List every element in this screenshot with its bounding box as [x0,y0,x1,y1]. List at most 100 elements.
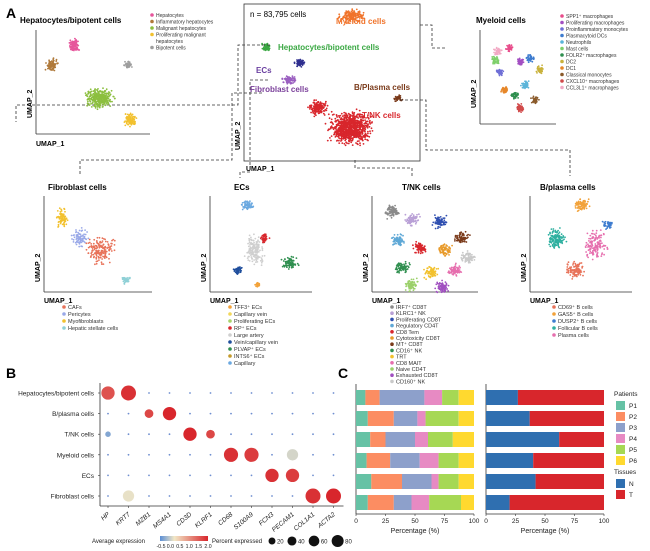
umap-point [101,241,103,244]
umap-point [74,241,77,244]
umap-point [362,119,364,122]
umap-point [57,215,60,218]
umap-point [440,286,443,289]
tnk-title: T/NK cells [402,183,441,192]
umap-point [410,287,413,290]
umap-point [127,280,130,283]
umap-point [590,246,593,248]
panel-label-b: B [6,365,16,381]
umap-point [362,134,365,137]
umap-point [288,257,291,260]
umap-point [251,253,254,256]
fib-legend-dot [62,305,66,309]
umap-point [597,241,600,244]
umap-point [536,96,539,99]
umap-point [341,126,344,128]
umap-point [103,91,105,93]
umap-point [254,237,257,240]
umap-point [396,240,399,243]
umap-point [90,243,93,245]
ecs-legend-label: Capillary vein [234,312,267,318]
umap-point [353,113,355,116]
umap-point [595,251,597,253]
umap-point [349,126,352,129]
umap-point [441,288,444,290]
umap-point [360,130,363,133]
umap-point [431,275,434,278]
umap-point [257,251,260,253]
umap-point [316,106,319,108]
umap-point [390,214,392,217]
main-label-myeloid: Myeloid cells [336,17,386,26]
umap-point [334,120,337,123]
umap-point [103,238,105,240]
umap-point [498,68,501,71]
umap-point [530,97,532,100]
umap-point [345,136,348,139]
umap-point [552,231,554,233]
umap-point [585,203,587,205]
umap-point [531,60,534,63]
umap-point [580,207,583,210]
umap-point [337,124,340,126]
umap-point [253,233,255,236]
umap-point [268,237,271,240]
umap-point [108,249,111,252]
umap-point [250,238,253,241]
umap-point [251,257,253,260]
umap-point [496,56,498,58]
umap-point [403,242,405,244]
umap-point [78,245,81,248]
umap-point [248,202,251,204]
umap-point [587,246,589,248]
umap-point [255,250,257,253]
umap-point [74,43,76,46]
umap-point [527,86,530,89]
tnk-legend-label: MT⁺ CD8T [396,341,423,348]
umap-point [506,44,508,47]
umap-point [87,97,90,100]
umap-point [413,281,416,284]
umap-point [345,18,348,21]
umap-point [124,63,127,66]
umap-point [298,59,301,62]
cluster-bpl [393,94,404,103]
umap-point [430,268,432,271]
umap-point [313,109,316,112]
umap-point [389,208,392,211]
umap-point [337,17,340,19]
umap-point [86,102,89,105]
umap-point [360,120,363,123]
umap-point [339,114,342,117]
umap-point [394,204,396,207]
mye-cluster-11 [516,103,525,113]
umap-point [326,104,329,107]
umap-point [399,233,402,236]
mye-cluster-1 [505,44,514,53]
umap-point [338,128,340,131]
umap-point [350,118,353,121]
umap-point [87,90,90,93]
umap-point [333,113,335,116]
umap-point [292,264,294,267]
umap-point [429,272,432,275]
umap-point [348,128,351,131]
umap-point [96,104,99,107]
umap-point [282,81,285,84]
umap-point [502,91,505,93]
umap-point [470,256,473,258]
umap-point [369,130,371,133]
umap-point [101,249,104,252]
umap-point [396,212,399,215]
umap-point [260,236,263,239]
umap-point [417,248,419,251]
umap-point [527,54,529,56]
umap-point [69,45,71,47]
umap-point [396,263,399,266]
umap-point [398,262,400,265]
bpl-cluster-gas5 [574,198,591,213]
umap-point [341,132,343,135]
umap-point [303,61,306,64]
umap-point [350,141,353,144]
umap-point [91,248,94,250]
